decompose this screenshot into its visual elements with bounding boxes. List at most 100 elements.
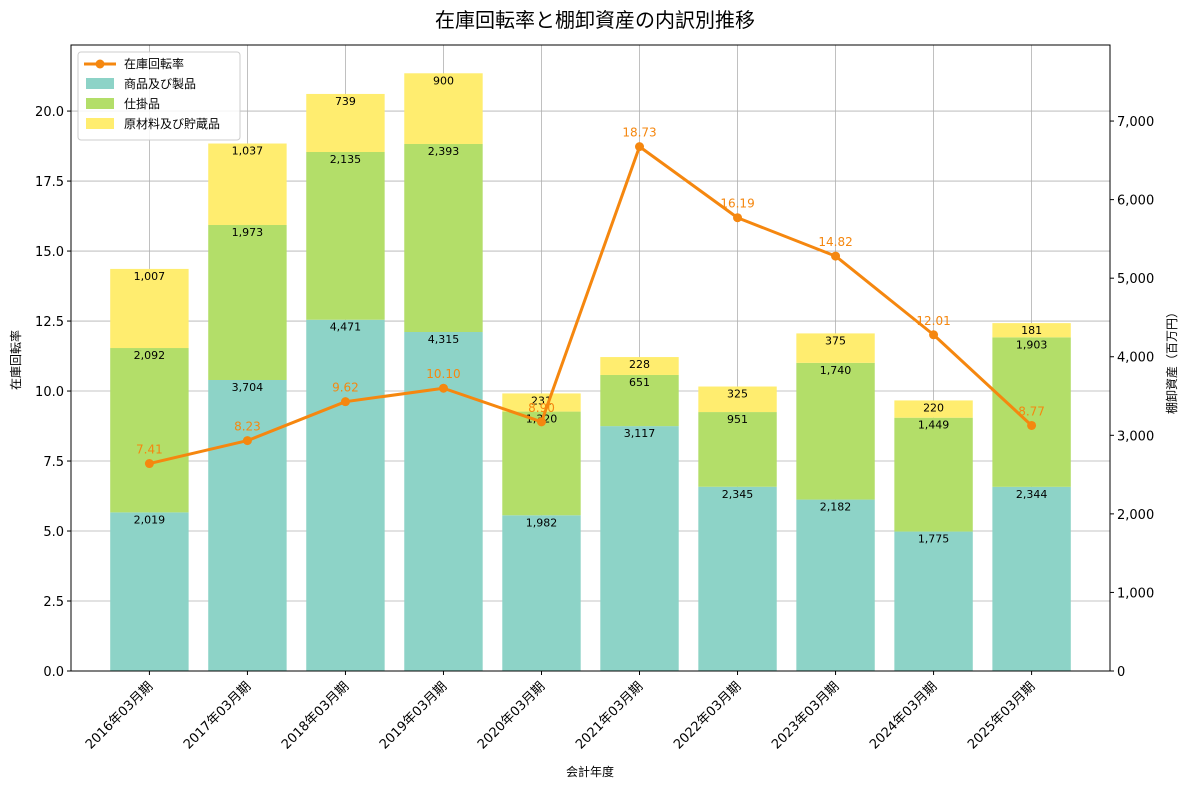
bar-value-label: 1,982 xyxy=(526,516,558,529)
x-axis: 2016年03月期 2017年03月期 2018年03月期 2019年03月期 2020… xyxy=(83,671,1038,753)
bar-value-label: 1,973 xyxy=(232,226,264,239)
bar-value-label: 2,182 xyxy=(820,501,852,514)
right-axis-label: 棚卸資産（百万円） xyxy=(1164,306,1179,414)
rate-value-label: 12.01 xyxy=(916,314,950,328)
rate-value-label: 8.77 xyxy=(1018,404,1045,418)
rate-point xyxy=(831,251,841,261)
left-tick-label: 5.0 xyxy=(43,525,64,540)
bar-segment xyxy=(404,73,483,144)
bar-value-label: 375 xyxy=(825,334,846,347)
right-tick-label: 3,000 xyxy=(1117,429,1154,444)
x-tick-label: 2017年03月期 xyxy=(181,679,254,752)
rate-point xyxy=(340,397,350,407)
plot-frame xyxy=(70,44,1111,672)
rate-value-label: 18.73 xyxy=(622,126,656,140)
x-tick-label: 2021年03月期 xyxy=(573,679,646,752)
bar-value-label: 2,092 xyxy=(134,349,166,362)
rate-point xyxy=(733,213,743,223)
bar-value-label: 951 xyxy=(727,413,748,426)
bar-value-label: 651 xyxy=(629,376,650,389)
rate-line-layer: 7.41 8.23 9.62 10.10 8.90 18.73 16.19 14.82 12.0… xyxy=(136,126,1045,469)
bars xyxy=(110,73,1071,671)
bar-segment xyxy=(208,379,287,671)
legend: 在庫回転率 商品及び製品 仕掛品 原材料及び貯蔵品 xyxy=(77,51,241,141)
left-tick-label: 17.5 xyxy=(35,175,64,190)
bar-segment xyxy=(894,531,973,671)
right-tick-label: 7,000 xyxy=(1117,115,1154,130)
rate-value-label: 16.19 xyxy=(720,197,754,211)
bar-segment xyxy=(110,512,189,671)
bar-segment xyxy=(796,499,875,671)
legend-swatch-products xyxy=(86,78,114,89)
rate-point xyxy=(536,417,546,427)
rate-value-label: 8.23 xyxy=(234,420,261,434)
rate-point xyxy=(438,383,448,393)
bar-segment xyxy=(208,143,287,225)
bar-segment xyxy=(404,143,483,332)
x-tick-label: 2020年03月期 xyxy=(475,679,548,752)
x-tick-label: 2025年03月期 xyxy=(965,679,1038,752)
bar-value-label: 2,344 xyxy=(1016,488,1048,501)
left-tick-label: 7.5 xyxy=(43,455,64,470)
bar-segment xyxy=(306,152,385,320)
bar-segment xyxy=(502,411,581,516)
bar-value-label: 4,471 xyxy=(330,321,362,334)
legend-swatch-materials xyxy=(86,118,114,129)
bar-value-label: 1,903 xyxy=(1016,338,1048,351)
rate-point xyxy=(144,459,154,469)
left-tick-label: 12.5 xyxy=(35,315,64,330)
bar-value-label: 228 xyxy=(629,358,650,371)
right-tick-label: 4,000 xyxy=(1117,351,1154,366)
left-tick-label: 2.5 xyxy=(43,595,64,610)
left-tick-label: 15.0 xyxy=(35,245,64,260)
legend-box xyxy=(77,51,241,141)
x-tick-label: 2019年03月期 xyxy=(377,679,450,752)
bar-value-label: 900 xyxy=(433,74,454,87)
bar-labels: 2,019 2,092 1,007 3,704 1,973 1,037 4,471 2,135… xyxy=(134,74,1048,545)
legend-label-wip: 仕掛品 xyxy=(124,96,160,111)
bar-value-label: 2,345 xyxy=(722,488,754,501)
bar-segment xyxy=(600,357,679,375)
bar-value-label: 3,704 xyxy=(232,381,264,394)
bar-segment xyxy=(600,374,679,427)
rate-point xyxy=(242,436,252,446)
bar-value-label: 739 xyxy=(335,95,356,108)
bar-value-label: 2,393 xyxy=(428,145,460,158)
x-tick-label: 2023年03月期 xyxy=(769,679,842,752)
x-tick-label: 2016年03月期 xyxy=(83,679,156,752)
bar-segment xyxy=(698,412,777,487)
rate-point xyxy=(635,142,645,152)
legend-label-materials: 原材料及び貯蔵品 xyxy=(124,117,220,131)
legend-label-products: 商品及び製品 xyxy=(124,76,196,91)
bar-value-label: 1,449 xyxy=(918,419,950,432)
bar-segment xyxy=(796,333,875,363)
rate-value-label: 7.41 xyxy=(136,443,163,457)
bar-segment xyxy=(894,417,973,532)
right-tick-label: 5,000 xyxy=(1117,272,1154,287)
left-tick-label: 0.0 xyxy=(43,665,64,680)
left-tick-label: 20.0 xyxy=(35,105,64,120)
right-axis: 0 1,000 2,000 3,000 4,000 5,000 6,000 7,000 xyxy=(1110,115,1154,680)
bar-value-label: 1,775 xyxy=(918,533,950,546)
right-tick-label: 6,000 xyxy=(1117,194,1154,209)
rate-line xyxy=(149,145,1033,466)
legend-swatch-wip xyxy=(86,98,114,109)
rate-value-label: 8.90 xyxy=(528,401,555,415)
bar-segment xyxy=(894,400,973,418)
bar-segment xyxy=(208,224,287,380)
bar-segment xyxy=(698,386,777,413)
left-tick-label: 10.0 xyxy=(35,385,64,400)
bar-segment xyxy=(110,348,189,513)
bar-value-label: 181 xyxy=(1021,324,1042,337)
x-axis-label: 会計年度 xyxy=(566,764,614,779)
bar-value-label: 325 xyxy=(727,388,748,401)
x-tick-label: 2018年03月期 xyxy=(279,679,352,752)
x-tick-label: 2024年03月期 xyxy=(867,679,940,752)
bar-segment xyxy=(600,426,679,671)
bar-value-label: 3,117 xyxy=(624,427,656,440)
rate-point xyxy=(929,330,939,340)
bar-segment xyxy=(404,331,483,671)
right-tick-label: 2,000 xyxy=(1117,508,1154,523)
x-tick-label: 2022年03月期 xyxy=(671,679,744,752)
